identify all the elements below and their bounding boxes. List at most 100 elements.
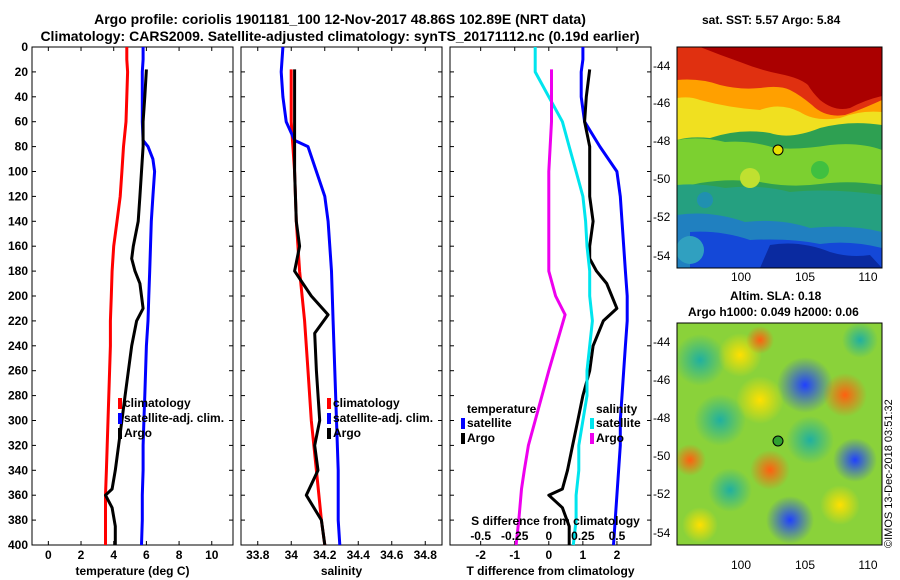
sst-y-tick-label: -46 [653, 96, 671, 110]
legend-label: Argo [124, 426, 152, 440]
y-tick-label: 220 [8, 314, 28, 328]
x-tick-label: 0 [545, 548, 552, 562]
x-tick-label: 0 [45, 548, 52, 562]
sla-y-tick-label: -48 [653, 411, 671, 425]
title-line-2: Climatology: CARS2009. Satellite-adjuste… [40, 28, 640, 44]
sla-y-tick-label: -54 [653, 526, 671, 540]
s-tick-label: -0.5 [470, 529, 491, 543]
y-tick-label: 40 [15, 90, 29, 104]
y-tick-label: 320 [8, 438, 28, 452]
sla-y-tick-label: -44 [653, 335, 671, 349]
x-tick-label: 2 [78, 548, 85, 562]
sla-y-tick-label: -46 [653, 373, 671, 387]
legend-title-salinity: salinity [596, 402, 638, 416]
sst-y-tick-label: -48 [653, 134, 671, 148]
x-axis-label: T difference from climatology [466, 564, 634, 578]
y-tick-label: 140 [8, 214, 28, 228]
x-tick-label: 1 [580, 548, 587, 562]
series-line-t-satellite [579, 47, 629, 546]
sst-y-tick-label: -52 [653, 210, 671, 224]
s-tick-label: -0.25 [501, 529, 529, 543]
y-tick-label: 240 [8, 339, 28, 353]
y-tick-label: 280 [8, 389, 28, 403]
x-axis-label: salinity [321, 564, 363, 578]
x-axis-label: temperature (deg C) [75, 564, 189, 578]
legend-swatch [118, 413, 122, 424]
legend-swatch [590, 418, 594, 429]
sst-x-tick-label: 100 [730, 270, 752, 284]
plot-frame [240, 46, 443, 546]
series-line-argo [293, 69, 330, 546]
x-axis-label-top: S difference from climatology [471, 514, 640, 528]
sla-y-tick-label: -50 [653, 449, 671, 463]
sla-map-title-line-2: Argo h1000: 0.049 h2000: 0.06 [688, 305, 859, 319]
sst-y-tick-label: -54 [653, 249, 671, 263]
y-tick-label: 0 [21, 40, 28, 54]
x-tick-label: 34.4 [347, 548, 371, 562]
legend-swatch [327, 428, 331, 439]
legend-label: satellite-adj. clim. [124, 411, 224, 425]
x-tick-label: 6 [143, 548, 150, 562]
legend-label: Argo [596, 431, 624, 445]
y-tick-label: 180 [8, 264, 28, 278]
sst-y-tick-label: -50 [653, 172, 671, 186]
y-tick-label: 340 [8, 463, 28, 477]
x-tick-label: 34.8 [414, 548, 438, 562]
chart-salinity: 33.8 34 34.2 34.4 34.6 34.8 salinity climatolog… [240, 46, 443, 578]
legend-label: Argo [467, 431, 495, 445]
y-tick-label: 360 [8, 488, 28, 502]
series-line-s-argo [514, 69, 567, 546]
sla-x-tick-label: 105 [794, 558, 816, 572]
sla-map [676, 322, 883, 546]
y-tick-label: 20 [15, 65, 29, 79]
legend-swatch [118, 398, 122, 409]
y-tick-label: 160 [8, 239, 28, 253]
chart-difference: -2 -1 0 1 2 T difference from climatology temp… [449, 46, 652, 578]
y-tick-label: 60 [15, 115, 29, 129]
x-tick-label: 10 [205, 548, 219, 562]
series-line-argo [104, 69, 148, 545]
y-tick-label: 400 [8, 538, 28, 552]
legend-swatch [118, 428, 122, 439]
y-tick-label: 120 [8, 189, 28, 203]
y-tick-label: 300 [8, 414, 28, 428]
x-tick-label: 8 [176, 548, 183, 562]
legend-label: satellite [596, 416, 641, 430]
series-line-s-satellite [533, 47, 594, 546]
imos-watermark: ©IMOS 13-Dec-2018 03:51:32 [883, 399, 895, 548]
x-tick-label: 4 [110, 548, 117, 562]
sst-x-tick-label: 105 [794, 270, 816, 284]
legend-swatch [590, 433, 594, 444]
legend-label: satellite [467, 416, 512, 430]
s-tick-label: 0.5 [609, 529, 626, 543]
y-tick-label: 100 [8, 165, 28, 179]
series-line-t-argo [547, 69, 619, 545]
x-tick-label: -2 [475, 548, 486, 562]
x-tick-label: 33.8 [246, 548, 270, 562]
x-tick-label: 34.6 [380, 548, 404, 562]
sst-y-tick-label: -44 [653, 59, 671, 73]
chart-temperature: 0204060801001201401601802002202402602803… [8, 40, 234, 578]
sla-map-title-line-1: Altim. SLA: 0.18 [730, 289, 822, 303]
legend-swatch [461, 418, 465, 429]
legend-label: climatology [333, 396, 400, 410]
sla-x-tick-label: 110 [858, 558, 878, 572]
y-tick-label: 200 [8, 289, 28, 303]
x-tick-label: 34.2 [313, 548, 337, 562]
y-tick-label: 260 [8, 364, 28, 378]
title-line-1: Argo profile: coriolis 1901181_100 12-No… [94, 11, 586, 27]
y-tick-label: 80 [15, 140, 29, 154]
sla-y-tick-label: -52 [653, 487, 671, 501]
legend-label: Argo [333, 426, 361, 440]
sla-x-tick-label: 100 [730, 558, 752, 572]
plot-frame [31, 46, 234, 546]
legend-swatch [327, 398, 331, 409]
series-line-climatology [104, 47, 130, 545]
sla-argo-location-marker [772, 435, 784, 447]
legend-title-temperature: temperature [467, 402, 537, 416]
sst-map [676, 46, 883, 269]
x-tick-label: -1 [509, 548, 520, 562]
s-tick-label: 0 [545, 529, 552, 543]
y-tick-label: 380 [8, 513, 28, 527]
